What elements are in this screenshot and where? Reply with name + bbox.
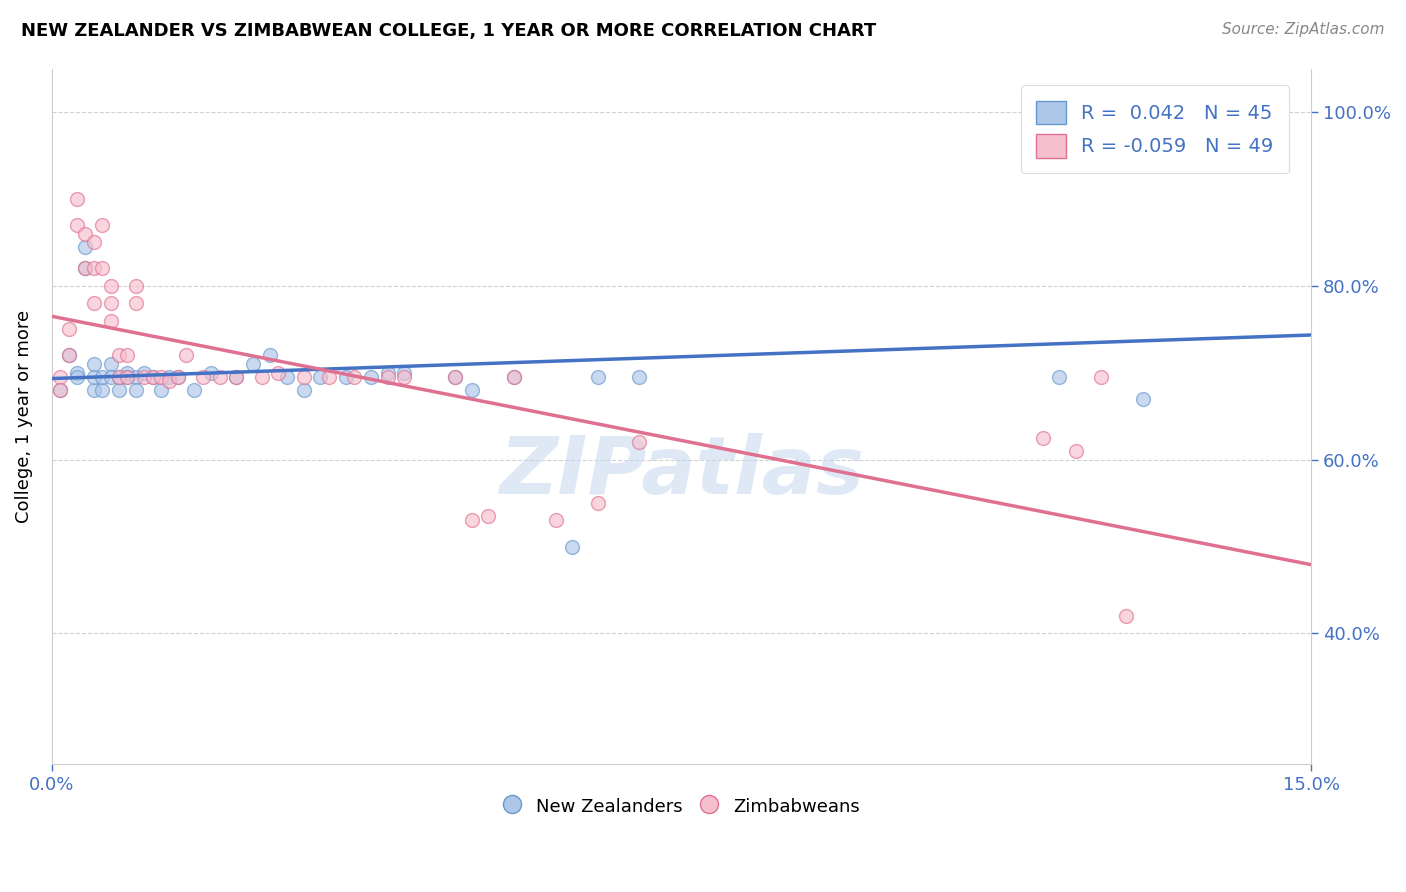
Point xyxy=(66,366,89,380)
Point xyxy=(309,370,332,384)
Point xyxy=(83,296,105,310)
Point xyxy=(377,366,399,380)
Y-axis label: College, 1 year or more: College, 1 year or more xyxy=(15,310,32,523)
Point xyxy=(360,370,382,384)
Point xyxy=(91,383,114,397)
Text: Source: ZipAtlas.com: Source: ZipAtlas.com xyxy=(1222,22,1385,37)
Point xyxy=(141,370,163,384)
Point xyxy=(477,509,499,524)
Point xyxy=(1090,370,1112,384)
Point xyxy=(1064,444,1087,458)
Point xyxy=(108,370,131,384)
Point xyxy=(250,370,273,384)
Point xyxy=(242,357,264,371)
Point xyxy=(561,540,583,554)
Point xyxy=(141,370,163,384)
Point xyxy=(460,383,482,397)
Point xyxy=(58,322,80,336)
Point xyxy=(66,218,89,232)
Point xyxy=(132,366,155,380)
Point xyxy=(91,218,114,232)
Point xyxy=(377,370,399,384)
Point xyxy=(208,370,231,384)
Point xyxy=(83,261,105,276)
Text: NEW ZEALANDER VS ZIMBABWEAN COLLEGE, 1 YEAR OR MORE CORRELATION CHART: NEW ZEALANDER VS ZIMBABWEAN COLLEGE, 1 Y… xyxy=(21,22,876,40)
Point xyxy=(117,370,139,384)
Point xyxy=(49,370,72,384)
Point xyxy=(100,296,122,310)
Point xyxy=(91,261,114,276)
Point xyxy=(1115,609,1137,624)
Point xyxy=(628,370,651,384)
Point xyxy=(75,240,97,254)
Point xyxy=(174,348,197,362)
Legend: New Zealanders, Zimbabweans: New Zealanders, Zimbabweans xyxy=(496,788,868,824)
Point xyxy=(394,370,416,384)
Point xyxy=(91,370,114,384)
Point xyxy=(108,383,131,397)
Point xyxy=(58,348,80,362)
Point xyxy=(75,261,97,276)
Point xyxy=(191,370,214,384)
Point xyxy=(83,357,105,371)
Point xyxy=(394,366,416,380)
Point xyxy=(75,227,97,241)
Point xyxy=(225,370,247,384)
Point xyxy=(276,370,298,384)
Point xyxy=(335,370,357,384)
Point xyxy=(628,435,651,450)
Point xyxy=(117,366,139,380)
Point xyxy=(586,370,609,384)
Point xyxy=(83,235,105,250)
Point xyxy=(117,348,139,362)
Point xyxy=(66,192,89,206)
Point xyxy=(83,370,105,384)
Point xyxy=(259,348,281,362)
Point xyxy=(157,370,180,384)
Point xyxy=(166,370,188,384)
Point xyxy=(1047,370,1070,384)
Point xyxy=(83,383,105,397)
Point xyxy=(132,370,155,384)
Point xyxy=(318,370,340,384)
Point xyxy=(292,383,315,397)
Point xyxy=(100,357,122,371)
Point xyxy=(149,383,172,397)
Point xyxy=(125,383,148,397)
Point xyxy=(292,370,315,384)
Point xyxy=(125,278,148,293)
Point xyxy=(49,383,72,397)
Point xyxy=(267,366,290,380)
Point xyxy=(586,496,609,510)
Point xyxy=(343,370,366,384)
Point xyxy=(100,278,122,293)
Point xyxy=(100,370,122,384)
Point xyxy=(544,513,567,527)
Point xyxy=(1031,431,1053,445)
Point xyxy=(108,348,131,362)
Point xyxy=(49,383,72,397)
Point xyxy=(117,370,139,384)
Point xyxy=(66,370,89,384)
Point xyxy=(108,370,131,384)
Point xyxy=(502,370,524,384)
Point xyxy=(125,370,148,384)
Point xyxy=(460,513,482,527)
Point xyxy=(183,383,205,397)
Point xyxy=(200,366,222,380)
Point xyxy=(75,261,97,276)
Point xyxy=(100,313,122,327)
Point xyxy=(58,348,80,362)
Point xyxy=(502,370,524,384)
Point xyxy=(443,370,465,384)
Point xyxy=(149,370,172,384)
Point xyxy=(125,296,148,310)
Point xyxy=(225,370,247,384)
Text: ZIPatlas: ZIPatlas xyxy=(499,433,863,511)
Point xyxy=(1157,109,1180,123)
Point xyxy=(1132,392,1154,406)
Point xyxy=(166,370,188,384)
Point xyxy=(443,370,465,384)
Point xyxy=(157,375,180,389)
